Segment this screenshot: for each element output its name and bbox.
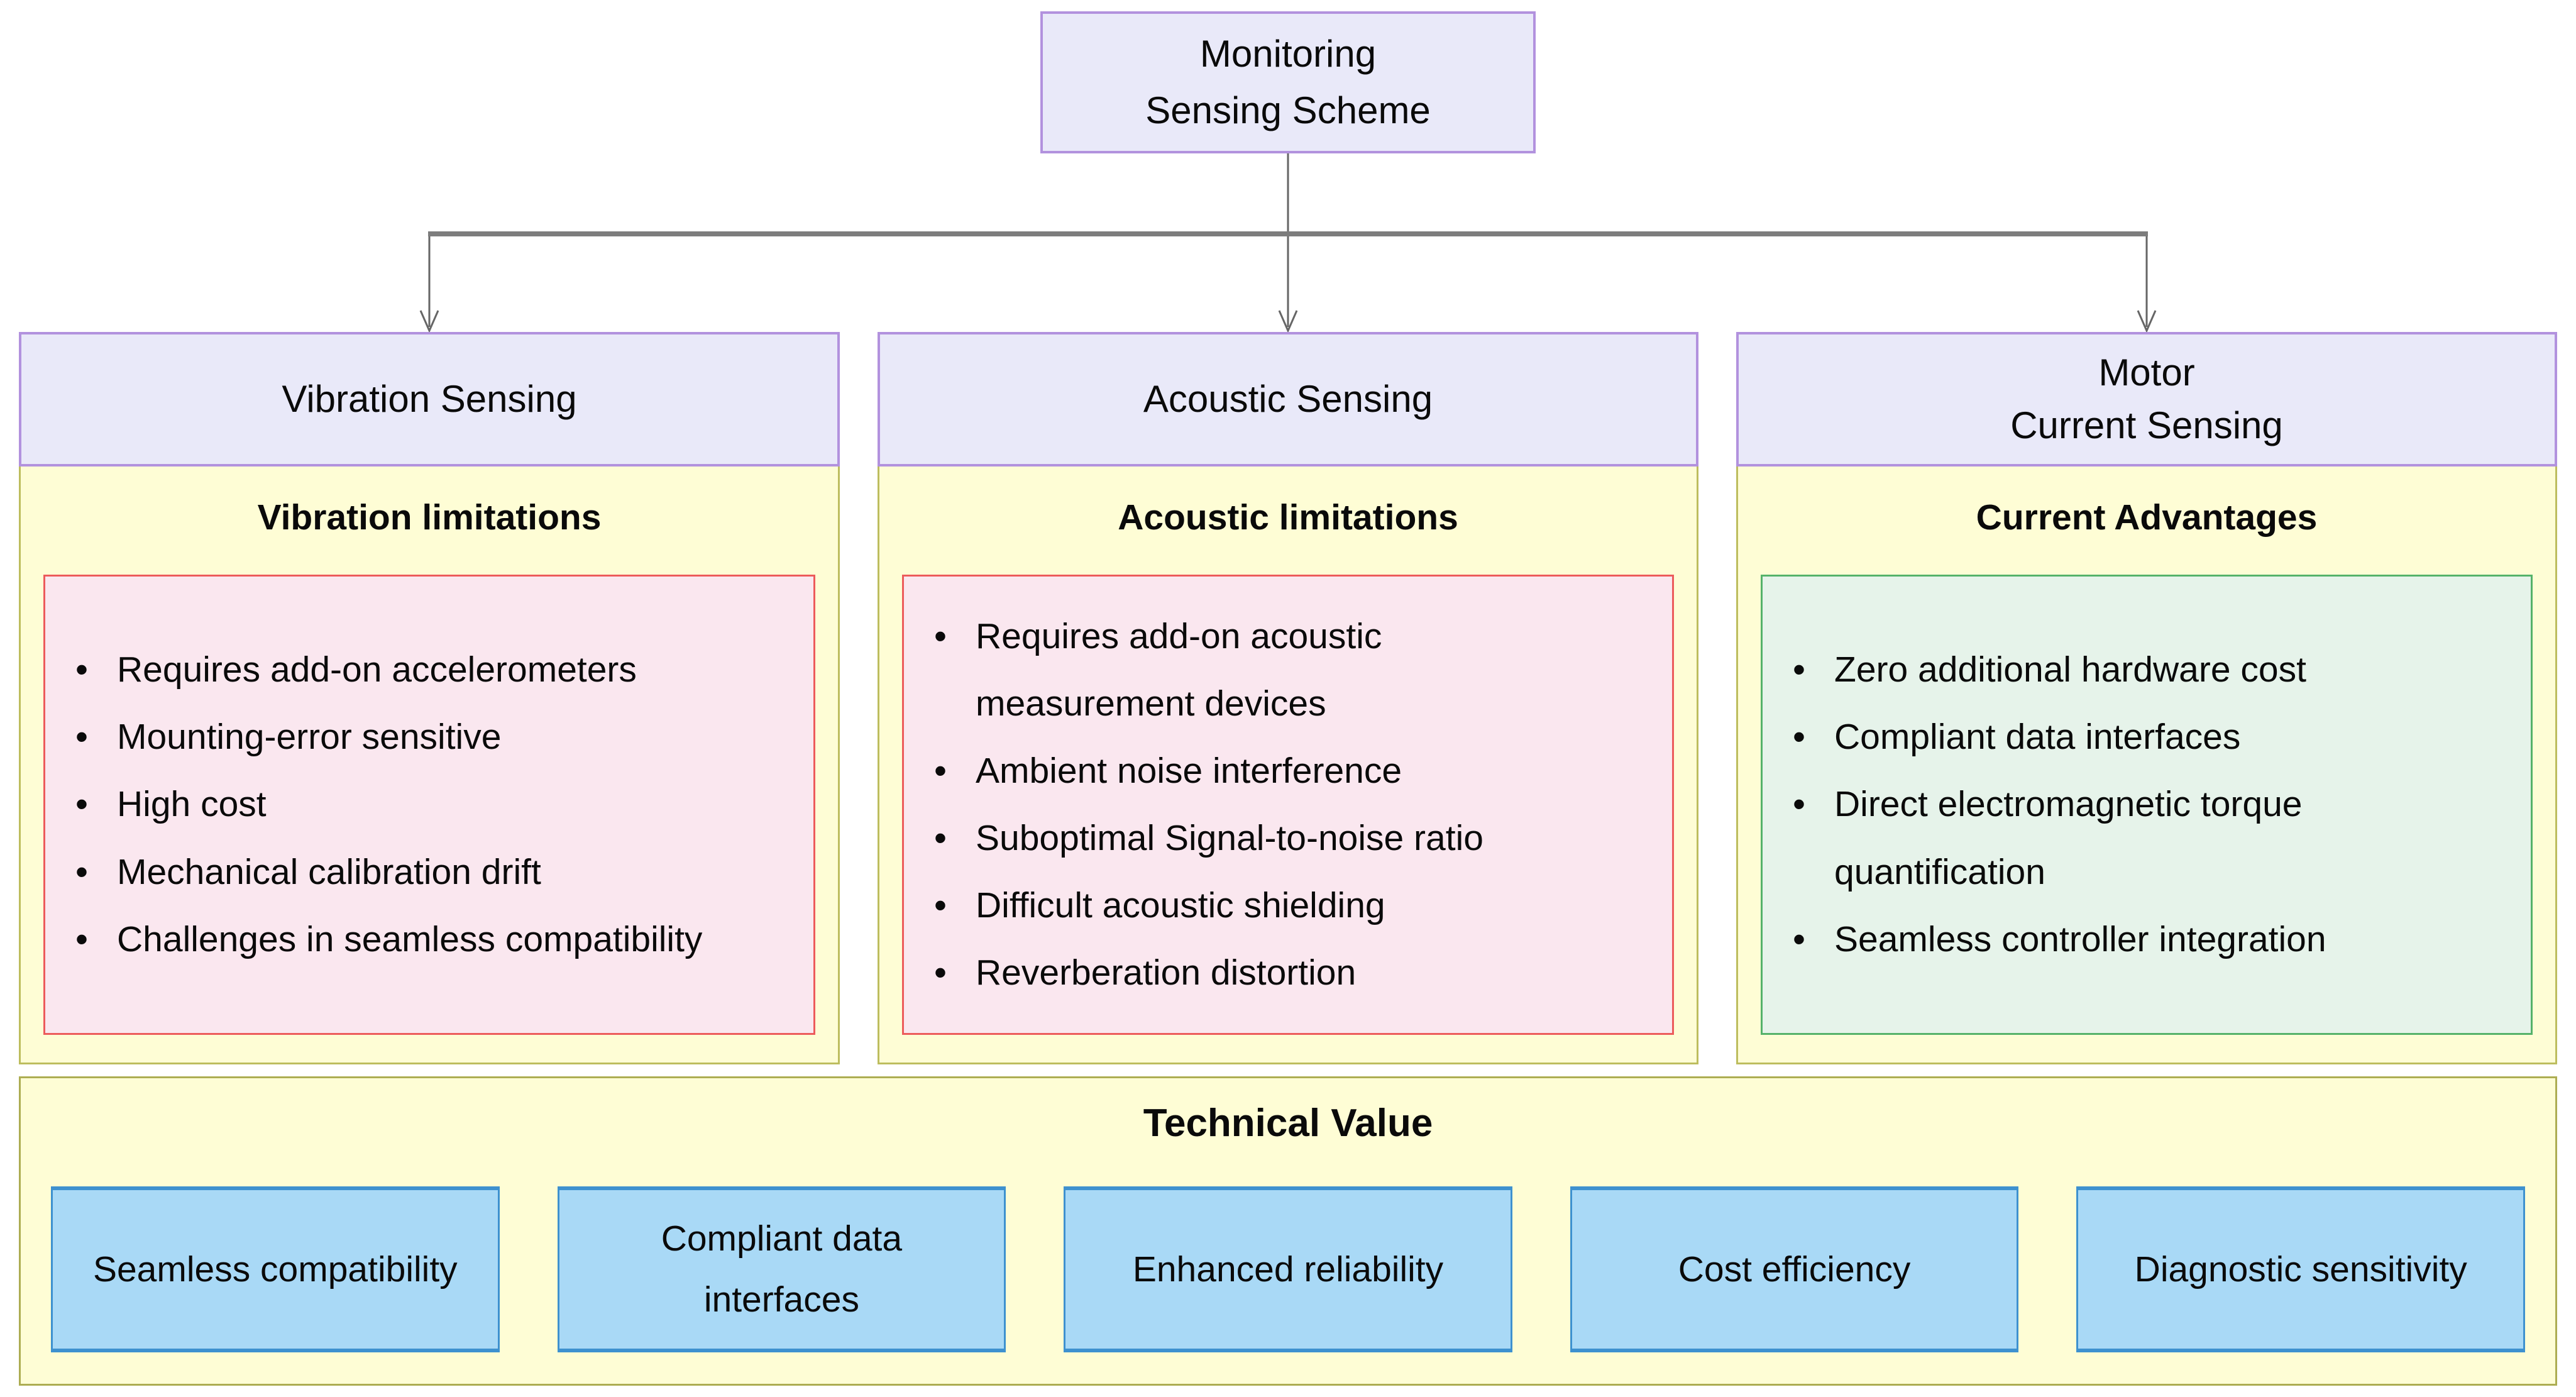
list-item: Reverberation distortion (929, 939, 1603, 1007)
list-item: High cost (70, 771, 744, 838)
bullet-list: Requires add-on accelerometers Mounting-… (70, 636, 744, 973)
list-item: Suboptimal Signal-to-noise ratio (929, 805, 1603, 872)
column-acoustic-sensing: Acoustic Sensing Acoustic limitations Re… (878, 332, 1698, 1064)
limitations-box-vibration: Requires add-on accelerometers Mounting-… (43, 575, 815, 1035)
arrowhead-icon (419, 310, 439, 333)
list-item: Seamless controller integration (1788, 906, 2462, 973)
list-item: Mounting-error sensitive (70, 704, 744, 771)
column-header-label-line1: Motor (2098, 351, 2195, 394)
column-header-label: Acoustic Sensing (1143, 378, 1433, 420)
list-item: Requires add-on accelerometers (70, 636, 744, 704)
advantages-box-current: Zero additional hardware cost Compliant … (1761, 575, 2533, 1035)
root-node-title-line2: Sensing Scheme (1145, 89, 1431, 131)
branch-columns: Vibration Sensing Vibration limitations … (19, 332, 2557, 1064)
column-subtitle: Acoustic limitations (1118, 497, 1458, 538)
technical-value-title: Technical Value (1143, 1102, 1433, 1145)
value-box-cost-efficiency: Cost efficiency (1570, 1186, 2019, 1352)
list-item: Mechanical calibration drift (70, 839, 744, 906)
column-subtitle: Vibration limitations (257, 497, 602, 538)
root-node-monitoring-sensing-scheme: Monitoring Sensing Scheme (1040, 11, 1536, 153)
column-motor-current-sensing: Motor Current Sensing Current Advantages… (1736, 332, 2557, 1064)
arrowhead-icon (1278, 310, 1298, 333)
column-subtitle: Current Advantages (1976, 497, 2318, 538)
list-item: Compliant data interfaces (1788, 704, 2462, 771)
value-box-enhanced-reliability: Enhanced reliability (1064, 1186, 1512, 1352)
column-header-label-line2: Current Sensing (2010, 404, 2283, 446)
column-header-vibration: Vibration Sensing (19, 332, 840, 467)
list-item: Ambient noise interference (929, 737, 1603, 805)
list-item: Requires add-on acoustic measurement dev… (929, 603, 1603, 737)
column-body-acoustic: Acoustic limitations Requires add-on aco… (878, 467, 1698, 1064)
list-item: Zero additional hardware cost (1788, 636, 2462, 704)
column-body-motor-current: Current Advantages Zero additional hardw… (1736, 467, 2557, 1064)
column-vibration-sensing: Vibration Sensing Vibration limitations … (19, 332, 840, 1064)
column-header-label: Vibration Sensing (282, 378, 577, 420)
technical-value-boxes: Seamless compatibility Compliant data in… (51, 1186, 2525, 1352)
bullet-list: Zero additional hardware cost Compliant … (1788, 636, 2462, 973)
list-item: Direct electromagnetic torque quantifica… (1788, 771, 2462, 905)
column-header-acoustic: Acoustic Sensing (878, 332, 1698, 467)
limitations-box-acoustic: Requires add-on acoustic measurement dev… (902, 575, 1674, 1035)
technical-value-panel: Technical Value Seamless compatibility C… (19, 1076, 2557, 1386)
column-body-vibration: Vibration limitations Requires add-on ac… (19, 467, 840, 1064)
list-item: Difficult acoustic shielding (929, 872, 1603, 939)
root-node-title-line1: Monitoring (1199, 33, 1377, 75)
arrowhead-icon (2137, 310, 2157, 333)
bullet-list: Requires add-on acoustic measurement dev… (929, 603, 1603, 1007)
list-item: Challenges in seamless compatibility (70, 906, 744, 973)
column-header-motor-current: Motor Current Sensing (1736, 332, 2557, 467)
value-box-seamless-compatibility: Seamless compatibility (51, 1186, 500, 1352)
value-box-compliant-data-interfaces: Compliant data interfaces (557, 1186, 1006, 1352)
value-box-diagnostic-sensitivity: Diagnostic sensitivity (2076, 1186, 2525, 1352)
